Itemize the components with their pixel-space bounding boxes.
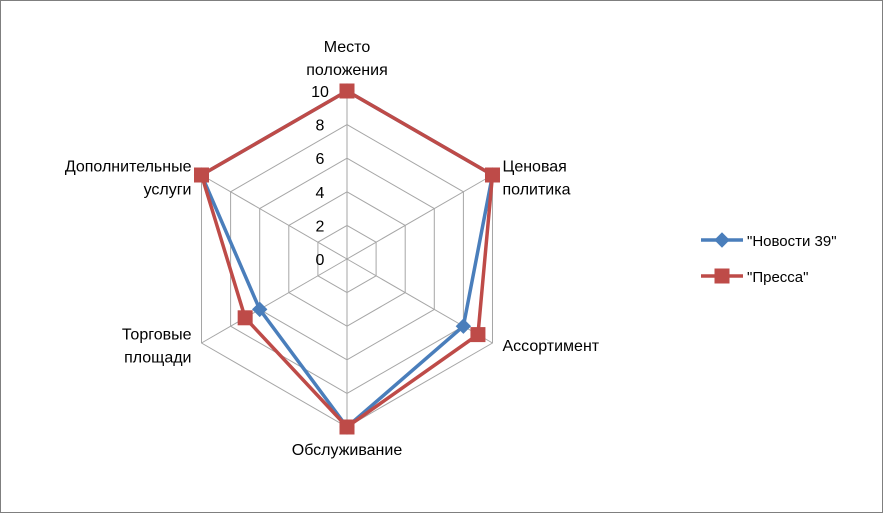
- radial-tick-label: 4: [316, 185, 325, 202]
- grid-spoke: [201, 258, 348, 344]
- legend-item: "Новости 39": [701, 232, 837, 250]
- data-point-square: [339, 83, 355, 99]
- category-label: Дополнительные: [65, 159, 192, 176]
- legend-label: "Пресса": [747, 269, 808, 286]
- radial-tick-label: 10: [311, 84, 329, 101]
- category-label: политика: [502, 182, 570, 199]
- grid-spoke: [346, 174, 493, 260]
- category-label: Ассортимент: [502, 338, 599, 355]
- radial-tick-label: 6: [316, 151, 325, 168]
- data-point-square: [194, 167, 210, 183]
- data-point-square: [237, 310, 253, 326]
- legend-label: "Новости 39": [747, 233, 837, 250]
- data-point-diamond: [251, 301, 268, 318]
- legend-item: "Пресса": [701, 268, 808, 286]
- data-point-square: [714, 268, 730, 284]
- data-point-diamond: [455, 318, 472, 334]
- grid-spoke: [201, 174, 348, 260]
- series-1: [194, 83, 500, 435]
- data-point-square: [484, 167, 500, 183]
- category-labels: Место положения Ценовая политика Ассортимент…: [65, 39, 600, 459]
- radar-grid: [201, 90, 493, 428]
- radial-tick-label: 2: [316, 218, 325, 235]
- category-label: Место: [324, 39, 371, 56]
- data-point-square: [470, 327, 486, 343]
- data-series: [193, 83, 501, 435]
- category-label: Ценовая: [502, 159, 566, 176]
- category-label: площади: [124, 350, 191, 367]
- radial-tick-labels: 0 2 4 6 8 10: [311, 84, 329, 269]
- category-label: Торговые: [122, 327, 192, 344]
- data-point-diamond: [714, 232, 730, 248]
- category-label: Обслуживание: [292, 442, 403, 459]
- category-label: услуги: [144, 182, 192, 199]
- radial-tick-label: 0: [316, 252, 325, 269]
- legend: "Новости 39" "Пресса": [701, 232, 837, 286]
- data-point-square: [339, 419, 355, 435]
- radial-tick-label: 8: [316, 118, 325, 135]
- category-label: положения: [306, 62, 387, 79]
